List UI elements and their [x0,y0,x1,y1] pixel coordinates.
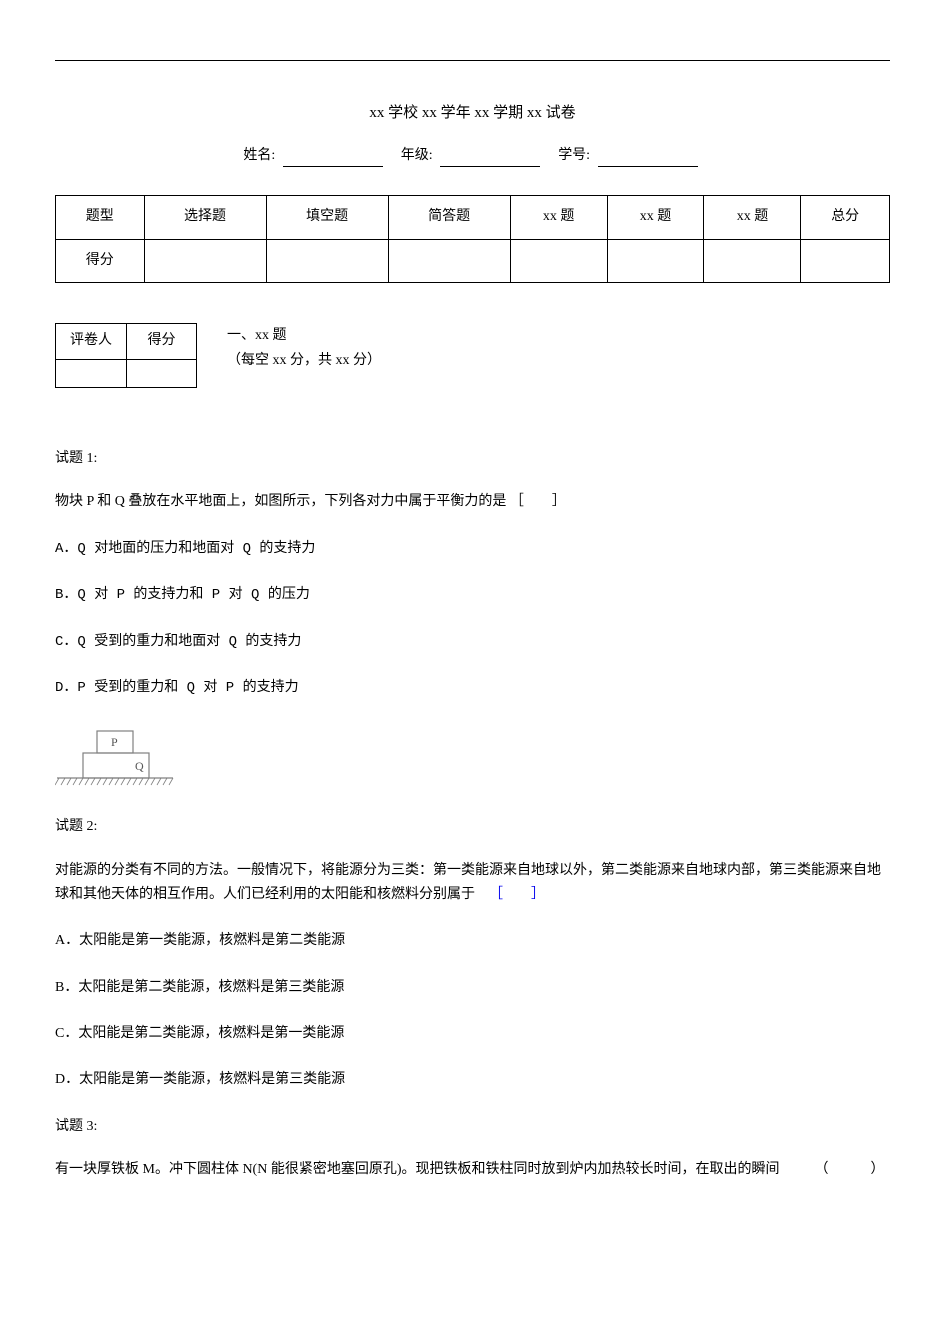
student-info-line: 姓名: 年级: 学号: [55,145,890,167]
grade-fill[interactable] [440,151,540,167]
q3-text: 有一块厚铁板 M。冲下圆柱体 N(N 能很紧密地塞回原孔)。现把铁板和铁柱同时放… [55,1158,890,1182]
grader-section: 评卷人 得分 一、xx 题 （每空 xx 分，共 xx 分） [55,323,890,387]
score-cell[interactable] [510,239,607,282]
score-col-xx3: xx 题 [704,196,801,239]
q1-text: 物块 P 和 Q 叠放在水平地面上，如图所示，下列各对力中属于平衡力的是 ［ ］ [55,490,890,514]
q-label: Q [135,759,144,773]
q1-diagram: Q P [55,723,175,788]
q1-option-b: B．Q 对 P 的支持力和 P 对 Q 的压力 [55,584,890,606]
q2-bracket: ［ ］ [489,887,545,902]
section-header: 一、xx 题 （每空 xx 分，共 xx 分） [227,323,381,373]
name-fill[interactable] [283,151,383,167]
section-title: 一、xx 题 [227,323,381,348]
score-cell[interactable] [801,239,890,282]
grade-label: 年级: [401,148,433,163]
q2-text: 对能源的分类有不同的方法。一般情况下，将能源分为三类：第一类能源来自地球以外，第… [55,859,890,907]
q1-option-a: A．Q 对地面的压力和地面对 Q 的支持力 [55,538,890,560]
score-col-type: 题型 [56,196,145,239]
header-divider [55,60,890,61]
q2-option-b: B．太阳能是第二类能源，核燃料是第三类能源 [55,977,890,999]
score-cell[interactable] [388,239,510,282]
grader-col2: 得分 [127,324,197,359]
score-cell[interactable] [607,239,704,282]
q2-label: 试题 2: [55,816,890,838]
q3-label: 试题 3: [55,1116,890,1138]
score-table: 题型 选择题 填空题 简答题 xx 题 xx 题 xx 题 总分 得分 [55,195,890,283]
name-label: 姓名: [243,148,275,163]
score-col-xx1: xx 题 [510,196,607,239]
score-col-xx2: xx 题 [607,196,704,239]
score-col-fill: 填空题 [266,196,388,239]
score-col-short: 简答题 [388,196,510,239]
score-table-value-row: 得分 [56,239,890,282]
q2-option-c: C．太阳能是第二类能源，核燃料是第一类能源 [55,1023,890,1045]
score-table-header-row: 题型 选择题 填空题 简答题 xx 题 xx 题 xx 题 总分 [56,196,890,239]
score-col-total: 总分 [801,196,890,239]
grader-cell[interactable] [127,359,197,387]
score-col-choice: 选择题 [144,196,266,239]
score-cell[interactable] [266,239,388,282]
score-row-label: 得分 [56,239,145,282]
p-label: P [111,735,118,749]
grader-cell[interactable] [56,359,127,387]
score-cell[interactable] [704,239,801,282]
grader-col1: 评卷人 [56,324,127,359]
id-fill[interactable] [598,151,698,167]
section-subtitle: （每空 xx 分，共 xx 分） [227,348,381,373]
q2-text-body: 对能源的分类有不同的方法。一般情况下，将能源分为三类：第一类能源来自地球以外，第… [55,863,881,902]
q1-option-c: C．Q 受到的重力和地面对 Q 的支持力 [55,631,890,653]
score-cell[interactable] [144,239,266,282]
q2-option-d: D．太阳能是第一类能源，核燃料是第三类能源 [55,1069,890,1091]
q1-option-d: D．P 受到的重力和 Q 对 P 的支持力 [55,677,890,699]
exam-title: xx 学校 xx 学年 xx 学期 xx 试卷 [55,101,890,125]
id-label: 学号: [558,148,590,163]
grader-table: 评卷人 得分 [55,323,197,387]
q1-label: 试题 1: [55,448,890,470]
q2-option-a: A．太阳能是第一类能源，核燃料是第二类能源 [55,930,890,952]
